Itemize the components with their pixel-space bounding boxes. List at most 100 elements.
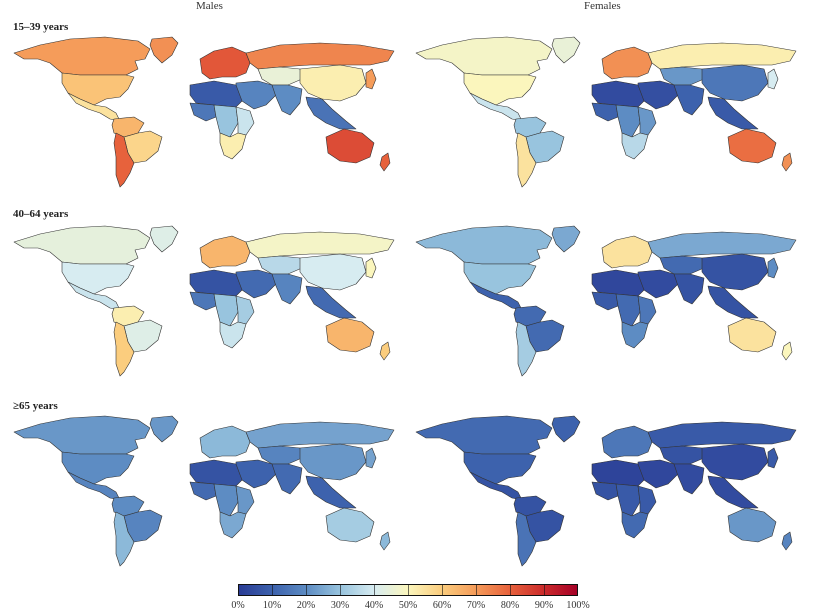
region-central-africa (615, 293, 641, 327)
region-china (701, 443, 769, 481)
region-australia (727, 317, 777, 353)
legend-tick-label: 20% (296, 600, 316, 611)
region-south-asia (271, 463, 303, 495)
region-central-asia (257, 66, 303, 86)
region-usa (61, 72, 135, 106)
region-north-america (415, 36, 553, 76)
region-usa (463, 261, 537, 295)
region-south-america-south (515, 511, 537, 567)
region-west-africa (591, 481, 619, 501)
region-europe (601, 46, 653, 80)
region-china (299, 443, 367, 481)
region-middle-east (235, 80, 277, 110)
region-central-asia (659, 255, 705, 275)
region-south-asia (673, 463, 705, 495)
region-north-africa (189, 80, 243, 108)
region-east-africa (235, 106, 255, 136)
region-southeast-asia (707, 475, 759, 509)
row-label-65-plus: ≥65 years (13, 400, 58, 412)
region-new-zealand (379, 341, 391, 361)
region-europe (199, 425, 251, 459)
legend-tick-mark (510, 584, 511, 596)
map-females-15-39 (415, 36, 797, 188)
region-usa (61, 451, 135, 485)
region-europe (199, 235, 251, 269)
region-central-asia (659, 66, 705, 86)
map-females-40-64 (415, 225, 797, 377)
region-north-america (13, 225, 151, 265)
region-southern-africa (621, 132, 649, 160)
region-north-america (415, 225, 553, 265)
region-middle-east (637, 269, 679, 299)
region-greenland (149, 36, 179, 64)
row-label-40-64: 40–64 years (13, 208, 69, 220)
legend-tick-label: 50% (398, 600, 418, 611)
region-china (701, 64, 769, 102)
region-east-africa (235, 485, 255, 515)
region-russia (245, 421, 395, 449)
region-china (701, 253, 769, 291)
region-north-africa (189, 459, 243, 487)
map-females-65-plus (415, 415, 797, 567)
region-middle-east (235, 459, 277, 489)
region-south-asia (271, 273, 303, 305)
region-central-africa (615, 483, 641, 517)
region-south-asia (271, 84, 303, 116)
map-males-40-64 (13, 225, 395, 377)
region-japan-korea (365, 447, 377, 469)
region-middle-east (637, 459, 679, 489)
region-usa (463, 451, 537, 485)
region-southern-africa (621, 511, 649, 539)
region-southeast-asia (707, 285, 759, 319)
region-south-america-south (113, 511, 135, 567)
region-southern-africa (219, 321, 247, 349)
region-east-africa (637, 295, 657, 325)
legend-tick-label: 40% (364, 600, 384, 611)
region-east-africa (235, 295, 255, 325)
region-central-asia (659, 445, 705, 465)
region-south-america-south (515, 321, 537, 377)
region-new-zealand (781, 531, 793, 551)
region-southeast-asia (305, 475, 357, 509)
region-west-africa (189, 102, 217, 122)
region-australia (727, 128, 777, 164)
region-greenland (149, 225, 179, 253)
region-north-america (13, 415, 151, 455)
legend-tick-mark (408, 584, 409, 596)
region-central-asia (257, 255, 303, 275)
region-south-asia (673, 273, 705, 305)
region-greenland (149, 415, 179, 443)
region-australia (325, 128, 375, 164)
legend-tick-mark (306, 584, 307, 596)
region-china (299, 64, 367, 102)
region-russia (245, 42, 395, 70)
region-north-africa (189, 269, 243, 297)
region-greenland (551, 415, 581, 443)
region-new-zealand (379, 152, 391, 172)
region-north-africa (591, 80, 645, 108)
column-title-males: Males (196, 0, 223, 12)
legend-tick-mark (442, 584, 443, 596)
region-southern-africa (219, 132, 247, 160)
region-southern-africa (621, 321, 649, 349)
region-west-africa (189, 481, 217, 501)
region-southeast-asia (305, 96, 357, 130)
region-north-america (415, 415, 553, 455)
region-greenland (551, 225, 581, 253)
region-west-africa (591, 291, 619, 311)
region-greenland (551, 36, 581, 64)
legend-tick-label: 0% (231, 600, 245, 611)
legend-tick-mark (272, 584, 273, 596)
region-east-africa (637, 485, 657, 515)
region-north-america (13, 36, 151, 76)
legend-tick-label: 100% (566, 600, 590, 611)
region-russia (647, 421, 797, 449)
legend-tick-mark (374, 584, 375, 596)
map-males-65-plus (13, 415, 395, 567)
region-central-africa (213, 293, 239, 327)
region-west-africa (591, 102, 619, 122)
region-central-asia (257, 445, 303, 465)
region-new-zealand (781, 341, 793, 361)
legend-tick-label: 90% (534, 600, 554, 611)
region-central-africa (213, 483, 239, 517)
